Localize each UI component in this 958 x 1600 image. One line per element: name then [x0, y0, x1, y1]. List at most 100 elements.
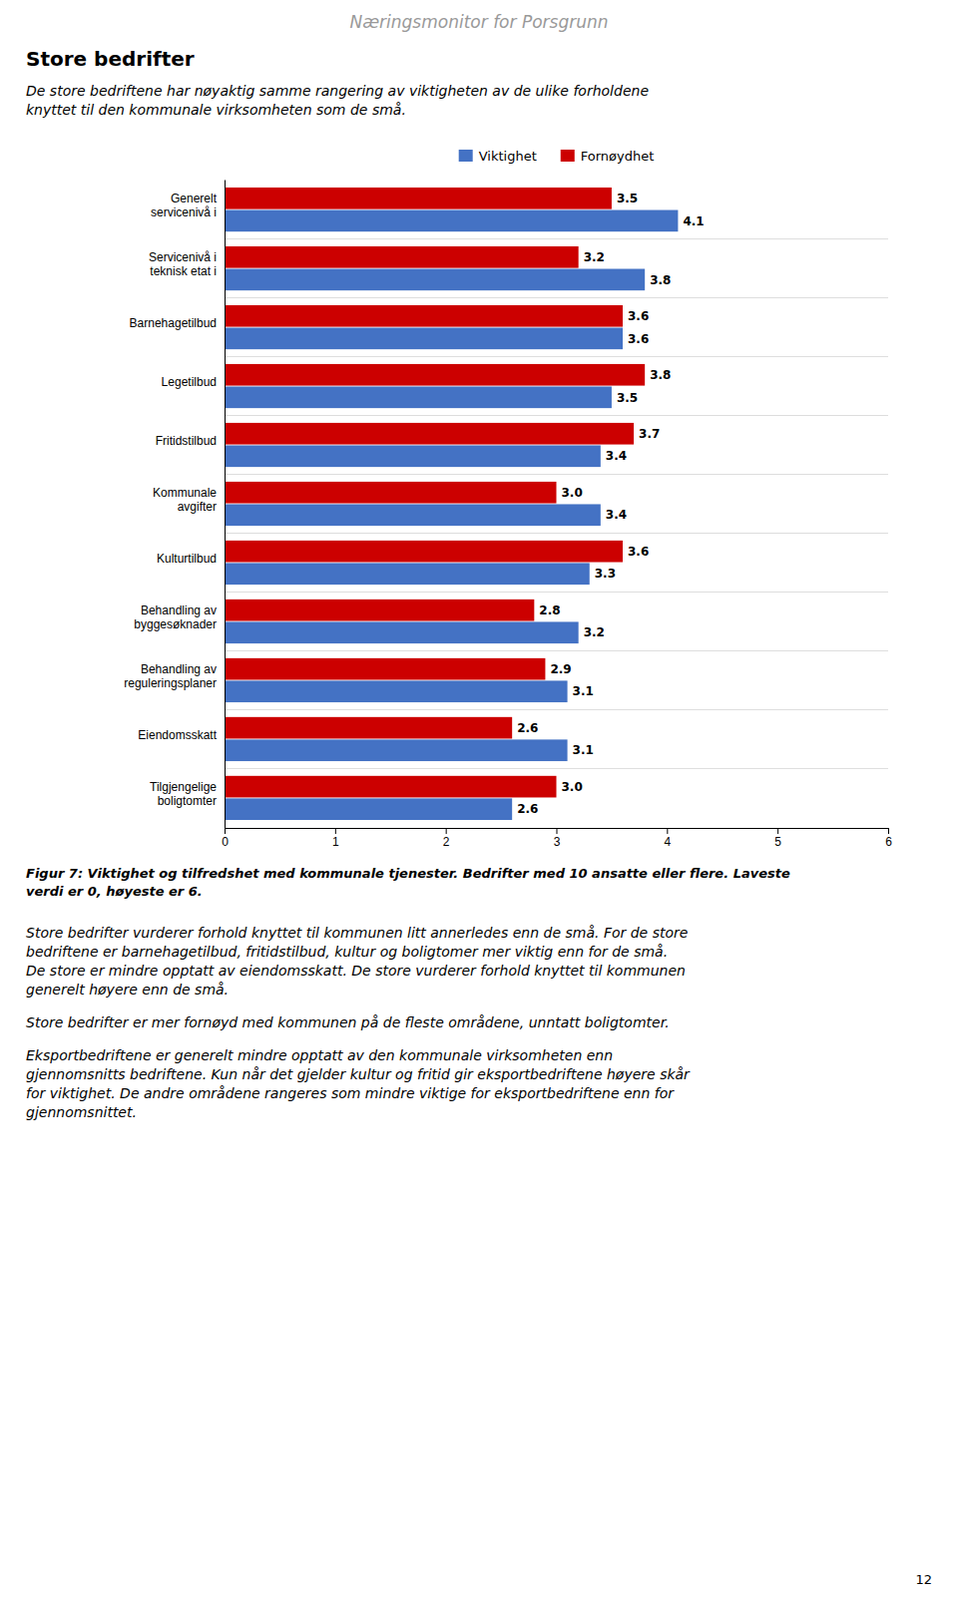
x-tick: 2 — [443, 828, 451, 850]
separators — [224, 239, 889, 770]
x-tick: 1 — [332, 828, 340, 850]
data-label: 3.8 — [649, 273, 671, 288]
x-tick-mark — [556, 828, 558, 835]
y-tick-label: Genereltservicenivå i — [150, 191, 218, 220]
data-label: 2.6 — [516, 721, 538, 736]
bar — [224, 386, 612, 409]
y-axis: Genereltservicenivå i Servicenivå iteknis… — [123, 180, 225, 830]
separator — [224, 356, 889, 358]
data-label: 3.5 — [616, 391, 638, 406]
bar — [224, 481, 557, 504]
data-label: 3.6 — [627, 544, 649, 559]
y-tick: Barnehagetilbud — [129, 316, 217, 331]
separator — [224, 650, 889, 652]
bar — [224, 680, 568, 703]
y-tick-label: Eiendomsskatt — [137, 728, 217, 743]
data-label: 3.7 — [638, 427, 660, 442]
data-label: 2.9 — [549, 662, 571, 677]
page: Næringsmonitor for Porsgrunn Store bedrif… — [0, 0, 958, 1600]
bar — [224, 246, 579, 269]
data-label: 3.8 — [649, 368, 671, 383]
separator — [224, 297, 889, 299]
separator — [224, 238, 889, 240]
y-tick: Tilgjengeligeboligtomter — [149, 780, 217, 809]
bar — [224, 599, 534, 622]
bar — [224, 621, 579, 644]
x-tick: 5 — [774, 828, 782, 850]
data-label: 3.1 — [572, 743, 594, 758]
bar — [224, 540, 623, 563]
legend-label: Viktighet — [479, 148, 537, 164]
x-axis: 0 1 2 3 4 5 6 — [221, 828, 893, 850]
x-tick-label: 1 — [332, 835, 340, 850]
separator — [224, 415, 889, 417]
bar — [224, 503, 601, 526]
page-number: 12 — [915, 1572, 933, 1588]
y-tick: Behandling avreguleringsplaner — [123, 662, 217, 691]
y-tick: Legetilbud — [161, 375, 217, 390]
bar — [224, 328, 623, 351]
x-tick-mark — [777, 828, 779, 835]
x-axis-line — [225, 829, 890, 836]
x-tick-label: 5 — [774, 835, 782, 850]
data-label: 3.6 — [627, 332, 649, 347]
bar — [224, 445, 601, 468]
x-tick-label: 3 — [553, 835, 561, 850]
x-tick-label: 2 — [443, 835, 451, 850]
y-tick: Servicenivå iteknisk etat i — [148, 250, 217, 279]
data-label: 2.8 — [538, 603, 560, 618]
data-label: 3.6 — [627, 309, 649, 324]
separator — [224, 474, 889, 476]
separator — [224, 591, 889, 593]
bar — [224, 305, 623, 328]
legend-swatch — [560, 149, 575, 162]
y-tick-label: Tilgjengeligeboligtomter — [149, 780, 217, 809]
page-header: Næringsmonitor for Porsgrunn — [349, 11, 608, 32]
x-tick-label: 0 — [221, 835, 229, 850]
footer-text: Store bedrifter vurderer forhold knyttet… — [25, 925, 688, 998]
bar — [224, 717, 512, 740]
data-label: 3.1 — [572, 684, 594, 699]
bar — [224, 562, 590, 585]
data-label: 3.4 — [605, 449, 627, 464]
separator — [224, 768, 889, 770]
data-labels: 4.13.83.63.53.43.43.33.23.13.12.63.53.23… — [516, 191, 705, 817]
data-label: 3.4 — [605, 507, 627, 522]
data-label: 3.3 — [594, 566, 616, 581]
legend: Viktighet Fornøydhet — [459, 148, 655, 164]
bar-series — [224, 210, 678, 821]
figure-caption: Figur 7: Viktighet og tilfredshet med ko… — [25, 866, 791, 900]
data-label: 3.5 — [616, 191, 638, 206]
section-text: De store bedriftene har nøyaktig samme r… — [25, 82, 649, 118]
bar — [224, 269, 645, 292]
x-tick-label: 6 — [885, 835, 893, 850]
x-tick-mark — [888, 828, 890, 835]
y-tick-label: Legetilbud — [161, 375, 217, 390]
footer-text: Store bedrifter er mer fornøyd med kommu… — [25, 1014, 670, 1031]
separator — [224, 709, 889, 711]
legend-item: Viktighet — [459, 148, 537, 164]
section-title: Store bedrifter — [25, 46, 195, 71]
data-label: 3.0 — [561, 780, 583, 795]
x-tick: 0 — [221, 828, 229, 850]
legend-swatch — [459, 149, 474, 162]
bar — [224, 187, 612, 210]
data-label: 3.0 — [561, 485, 583, 500]
legend-item: Fornøydhet — [560, 148, 655, 164]
y-tick: Kulturtilbud — [156, 551, 217, 566]
chart: 4.13.83.63.53.43.43.33.23.13.12.63.53.23… — [123, 180, 893, 850]
bar — [224, 658, 545, 681]
bar — [224, 739, 568, 762]
y-tick-label: Behandling avbyggesøknader — [133, 603, 217, 632]
separator — [224, 532, 889, 534]
x-tick: 4 — [663, 828, 671, 850]
y-tick: Kommunaleavgifter — [152, 485, 217, 514]
x-tick-label: 4 — [663, 835, 671, 850]
data-label: 4.1 — [682, 214, 704, 229]
bar — [224, 210, 678, 233]
x-tick-mark — [666, 828, 668, 835]
y-tick-label: Servicenivå iteknisk etat i — [148, 250, 217, 279]
bar — [224, 798, 512, 821]
footer-text: Eksportbedriftene er generelt mindre opp… — [25, 1047, 691, 1121]
data-label: 3.2 — [583, 250, 605, 265]
